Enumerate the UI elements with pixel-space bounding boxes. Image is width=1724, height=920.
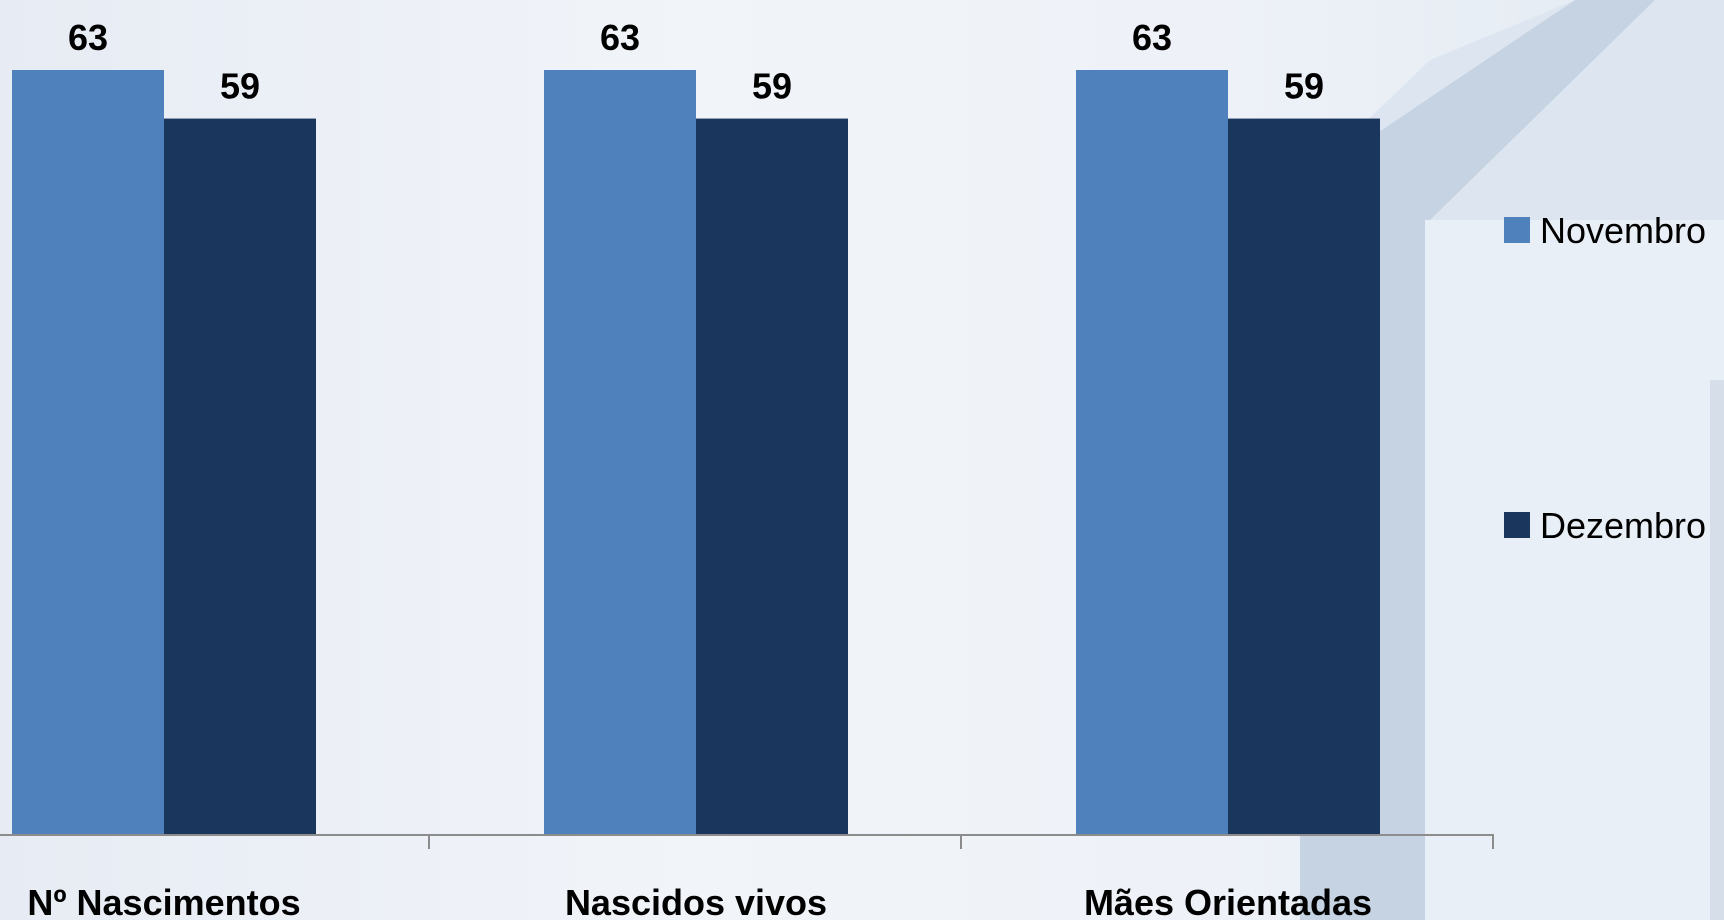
bar-novembro-0 [12, 70, 164, 835]
bar-novembro-2 [1076, 70, 1228, 835]
data-label-dezembro-2: 59 [1284, 66, 1324, 107]
data-label-novembro-1: 63 [600, 17, 640, 58]
bar-novembro-1 [544, 70, 696, 835]
legend-label-dezembro: Dezembro [1540, 505, 1706, 546]
bar-dezembro-0 [164, 118, 316, 836]
data-label-novembro-2: 63 [1132, 17, 1172, 58]
x-tick-label-2: Mães Orientadas [1084, 882, 1372, 920]
legend-label-novembro: Novembro [1540, 210, 1706, 251]
x-tick-label-0: Nº Nascimentos [27, 882, 300, 920]
legend-swatch-dezembro [1504, 512, 1530, 538]
legend-swatch-novembro [1504, 217, 1530, 243]
data-label-novembro-0: 63 [68, 17, 108, 58]
x-tick-label-1: Nascidos vivos [565, 882, 827, 920]
data-label-dezembro-1: 59 [752, 66, 792, 107]
bar-dezembro-1 [696, 118, 848, 836]
data-label-dezembro-0: 59 [220, 66, 260, 107]
bar-dezembro-2 [1228, 118, 1380, 836]
